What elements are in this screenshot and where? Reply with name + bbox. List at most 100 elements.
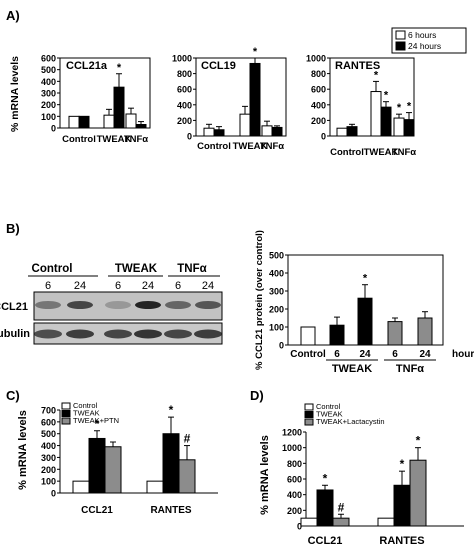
- y-tick-label: 800: [311, 69, 326, 79]
- y-tick-label: 1200: [282, 428, 302, 438]
- bar: [249, 62, 261, 137]
- y-axis-label: % mRNA levels: [9, 56, 21, 132]
- bar: [346, 126, 358, 137]
- bar: [409, 459, 427, 527]
- x-bar-label: 24: [359, 349, 371, 360]
- x-group-label: TNFα: [396, 363, 424, 375]
- bar: [162, 433, 180, 494]
- legend-swatch: [395, 30, 406, 40]
- y-tick-label: 300: [41, 89, 56, 99]
- blot-band-tubulin: [194, 329, 222, 339]
- y-tick-label: 400: [41, 77, 56, 87]
- legend-label: TWEAK: [316, 410, 343, 419]
- y-tick-label: 800: [287, 459, 302, 469]
- y-tick-label: 400: [287, 490, 302, 500]
- bar: [300, 326, 316, 346]
- x-category-label: TWEAK: [364, 147, 399, 158]
- legend-swatch: [61, 417, 71, 425]
- y-tick-label: 0: [51, 489, 56, 499]
- significance-marker: *: [400, 457, 405, 471]
- significance-marker: *: [374, 69, 379, 81]
- bar: [78, 115, 90, 129]
- lane-label: 24: [142, 280, 154, 292]
- bar: [316, 489, 334, 527]
- blot-band-tubulin: [134, 329, 162, 339]
- x-bar-label: 6: [334, 349, 340, 360]
- bar: [68, 115, 80, 129]
- legend-swatch: [61, 402, 71, 410]
- x-group-label: TWEAK: [332, 363, 372, 375]
- x-category-label: Control: [197, 141, 231, 152]
- y-axis-label: % CCL21 protein (over control): [254, 230, 265, 370]
- legend-label: TWEAK: [73, 409, 100, 418]
- y-tick-label: 400: [41, 441, 56, 451]
- significance-marker: *: [407, 101, 412, 113]
- y-tick-label: 0: [187, 132, 192, 142]
- y-tick-label: 100: [41, 477, 56, 487]
- blot-band-ccl21: [105, 301, 131, 309]
- y-tick-label: 500: [41, 65, 56, 75]
- significance-marker: *: [117, 62, 122, 74]
- blot-band-tubulin: [164, 329, 192, 339]
- bar: [104, 446, 122, 494]
- y-tick-label: 400: [177, 100, 192, 110]
- x-category-label: CCL21: [81, 505, 113, 516]
- y-axis-label: % mRNA levels: [17, 410, 29, 490]
- bar: [370, 91, 382, 137]
- legend-swatch: [304, 403, 314, 411]
- lane-label: 24: [74, 280, 86, 292]
- y-tick-label: 100: [41, 112, 56, 122]
- y-tick-label: 500: [269, 251, 284, 261]
- y-tick-label: 200: [41, 100, 56, 110]
- blot-band-tubulin: [104, 329, 132, 339]
- y-tick-label: 600: [287, 475, 302, 485]
- y-tick-label: 200: [177, 116, 192, 126]
- significance-marker: #: [184, 432, 191, 446]
- bar: [300, 517, 318, 527]
- legend-label: 6 hours: [408, 30, 436, 40]
- x-bar-label: 6: [392, 349, 398, 360]
- significance-marker: *: [384, 90, 389, 102]
- significance-marker: *: [416, 434, 421, 448]
- bar: [332, 517, 350, 527]
- significance-marker: *: [323, 471, 328, 485]
- x-category-label: TNFα: [260, 141, 284, 152]
- legend-label: Control: [73, 401, 98, 410]
- y-tick-label: 1000: [282, 443, 302, 453]
- y-tick-label: 500: [41, 429, 56, 439]
- x-category-label: TNFα: [392, 147, 416, 158]
- blot-band-ccl21: [35, 301, 61, 309]
- y-tick-label: 200: [41, 465, 56, 475]
- legend-swatch: [304, 418, 314, 426]
- lane-label: 24: [202, 280, 214, 292]
- bar: [103, 114, 115, 129]
- lane-label: 6: [45, 280, 51, 292]
- chart-d-lactacystin: 0 200 400 600 800 1000 1200 CCL21 RANTES * # * * % mR…: [259, 402, 464, 547]
- y-tick-label: 600: [311, 85, 326, 95]
- y-tick-label: 800: [177, 69, 192, 79]
- bar: [203, 127, 215, 137]
- bar: [393, 484, 411, 527]
- x-category-label: CCL21: [308, 535, 343, 547]
- panel-label-b: B): [6, 221, 20, 236]
- blot-group-tnfa: TNFα: [177, 263, 206, 275]
- significance-marker: #: [338, 500, 345, 514]
- bar: [393, 117, 405, 137]
- legend-label: Control: [316, 402, 341, 411]
- bar: [88, 437, 106, 494]
- x-bar-label: 24: [419, 349, 431, 360]
- significance-marker: *: [95, 417, 100, 431]
- blot-band-ccl21: [67, 301, 93, 309]
- chart-title: RANTES: [335, 60, 380, 72]
- bar: [178, 459, 196, 494]
- significance-marker: *: [253, 46, 258, 58]
- chart-b-protein: 0 100 200 300 400 500 Control 6 24 6 24 hours TWEAK T…: [254, 230, 474, 375]
- y-tick-label: 200: [269, 305, 284, 315]
- bar: [261, 125, 273, 137]
- y-tick-label: 1000: [172, 54, 192, 64]
- bar: [377, 517, 395, 527]
- western-blot: Control TWEAK TNFα 6 24 6 24 6 24 CCL21 …: [0, 263, 223, 345]
- y-tick-label: 600: [41, 417, 56, 427]
